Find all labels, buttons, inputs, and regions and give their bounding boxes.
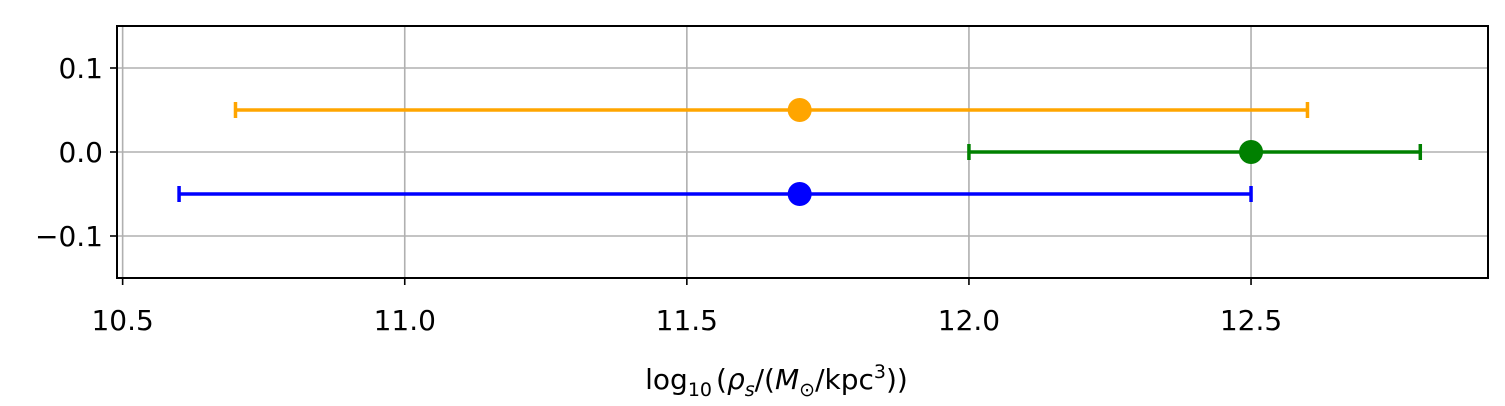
xlabel-unit: /kpc xyxy=(815,363,874,396)
xlabel-m: M xyxy=(775,363,799,396)
x-tick-label: 12.0 xyxy=(938,304,1000,337)
data-point xyxy=(787,98,812,122)
ticks: 10.5 11.0 11.5 12.0 12.5 0.1 0.0 −0.1 xyxy=(35,52,1282,337)
xlabel-sun: ⊙ xyxy=(799,379,815,401)
x-axis-label: log10 (ρs/(M⊙/kpc3)) xyxy=(645,361,908,401)
x-tick-label: 10.5 xyxy=(91,304,153,337)
xlabel-rho: ρ xyxy=(727,363,745,396)
xlabel-mid: /( xyxy=(755,363,775,396)
x-tick-label: 11.5 xyxy=(656,304,718,337)
xlabel-rho-sub: s xyxy=(745,379,755,401)
data-point xyxy=(1239,140,1264,164)
y-tick-label: 0.0 xyxy=(58,136,103,169)
y-tick-label: −0.1 xyxy=(35,220,103,253)
xlabel-close: )) xyxy=(886,363,908,396)
x-tick-label: 11.0 xyxy=(374,304,436,337)
series-layer xyxy=(177,98,1423,206)
xlabel-open: ( xyxy=(716,363,727,396)
xlabel-log: log xyxy=(645,363,688,396)
data-point xyxy=(787,182,812,206)
y-tick-label: 0.1 xyxy=(58,52,103,85)
xlabel-unit-sup: 3 xyxy=(874,361,886,383)
x-tick-label: 12.5 xyxy=(1220,304,1282,337)
xlabel-log-sub: 10 xyxy=(688,379,712,401)
